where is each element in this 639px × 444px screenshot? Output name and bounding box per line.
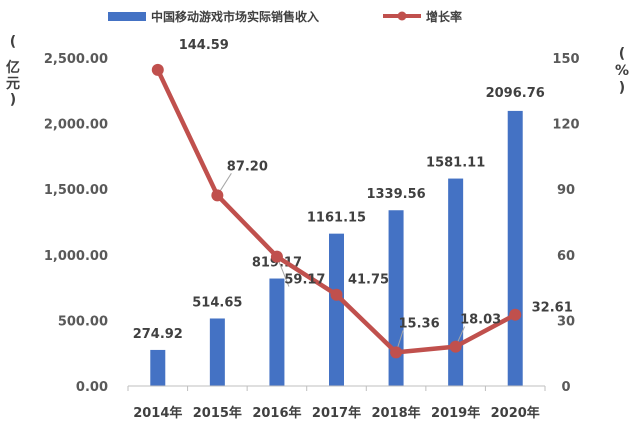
line-marker (330, 288, 343, 301)
line-marker (509, 308, 522, 321)
bar (329, 233, 344, 386)
bar (507, 110, 523, 386)
line-marker (390, 346, 403, 359)
x-axis-tick-label: 2014年 (133, 405, 182, 421)
line-marker (449, 340, 462, 353)
left-axis-tick-label: 500.00 (58, 314, 108, 329)
line-value-label: 18.03 (460, 313, 501, 328)
left-axis-tick-label: 1,500.00 (44, 183, 108, 198)
legend-bar-swatch (108, 12, 146, 21)
left-axis-tick-label: 2,500.00 (44, 52, 108, 67)
left-axis-tick-label: 2,000.00 (44, 118, 108, 133)
right-axis-unit-char: ( (619, 46, 625, 62)
left-axis-tick-label: 1,000.00 (44, 249, 108, 264)
right-axis-tick-label: 120 (552, 118, 579, 133)
left-axis-tick-label: 0.00 (76, 380, 108, 395)
line-value-label: 41.75 (348, 273, 389, 288)
x-axis-tick-label: 2015年 (193, 405, 242, 421)
bar-value-label: 1581.11 (426, 156, 485, 171)
bar (150, 349, 166, 386)
bar (448, 178, 464, 386)
right-axis-unit-char: ) (619, 80, 625, 96)
line-marker (211, 189, 224, 202)
x-axis-tick-label: 2020年 (491, 405, 540, 421)
left-axis-unit-char: ) (10, 92, 16, 108)
bar-value-label: 274.92 (133, 327, 183, 342)
right-axis-tick-label: 90 (557, 183, 575, 198)
bar-value-label: 1161.15 (307, 211, 366, 226)
line-value-label: 59.17 (284, 273, 325, 288)
bar (388, 210, 404, 386)
legend-line-label: 增长率 (426, 9, 462, 24)
bar (269, 278, 285, 386)
bar-value-label: 2096.76 (486, 86, 545, 101)
bar-value-label: 1339.56 (366, 187, 425, 202)
right-axis-tick-label: 0 (561, 380, 570, 395)
legend-line-marker (397, 11, 407, 21)
left-axis-unit-char: ( (10, 34, 16, 50)
line-marker (151, 63, 164, 76)
x-axis-tick-label: 2019年 (431, 405, 480, 421)
line-marker (270, 250, 283, 263)
right-axis-tick-label: 30 (557, 314, 575, 329)
line-value-label: 144.59 (179, 38, 229, 53)
x-axis-tick-label: 2017年 (312, 405, 361, 421)
right-axis-tick-label: 150 (552, 52, 579, 67)
line-value-label: 15.36 (399, 316, 440, 331)
legend-bar-label: 中国移动游戏市场实际销售收入 (151, 9, 319, 24)
left-axis-unit-char: 亿 (6, 59, 20, 76)
line-value-label: 87.20 (227, 159, 268, 174)
bar (209, 318, 225, 386)
x-axis-tick-label: 2016年 (252, 405, 301, 421)
right-axis-tick-label: 60 (557, 249, 575, 264)
x-axis-tick-label: 2018年 (371, 405, 420, 421)
right-axis-unit-char: % (615, 63, 629, 79)
line-value-label: 32.61 (532, 301, 573, 316)
left-axis-unit-char: 元 (6, 76, 20, 92)
bar-value-label: 514.65 (192, 295, 242, 310)
